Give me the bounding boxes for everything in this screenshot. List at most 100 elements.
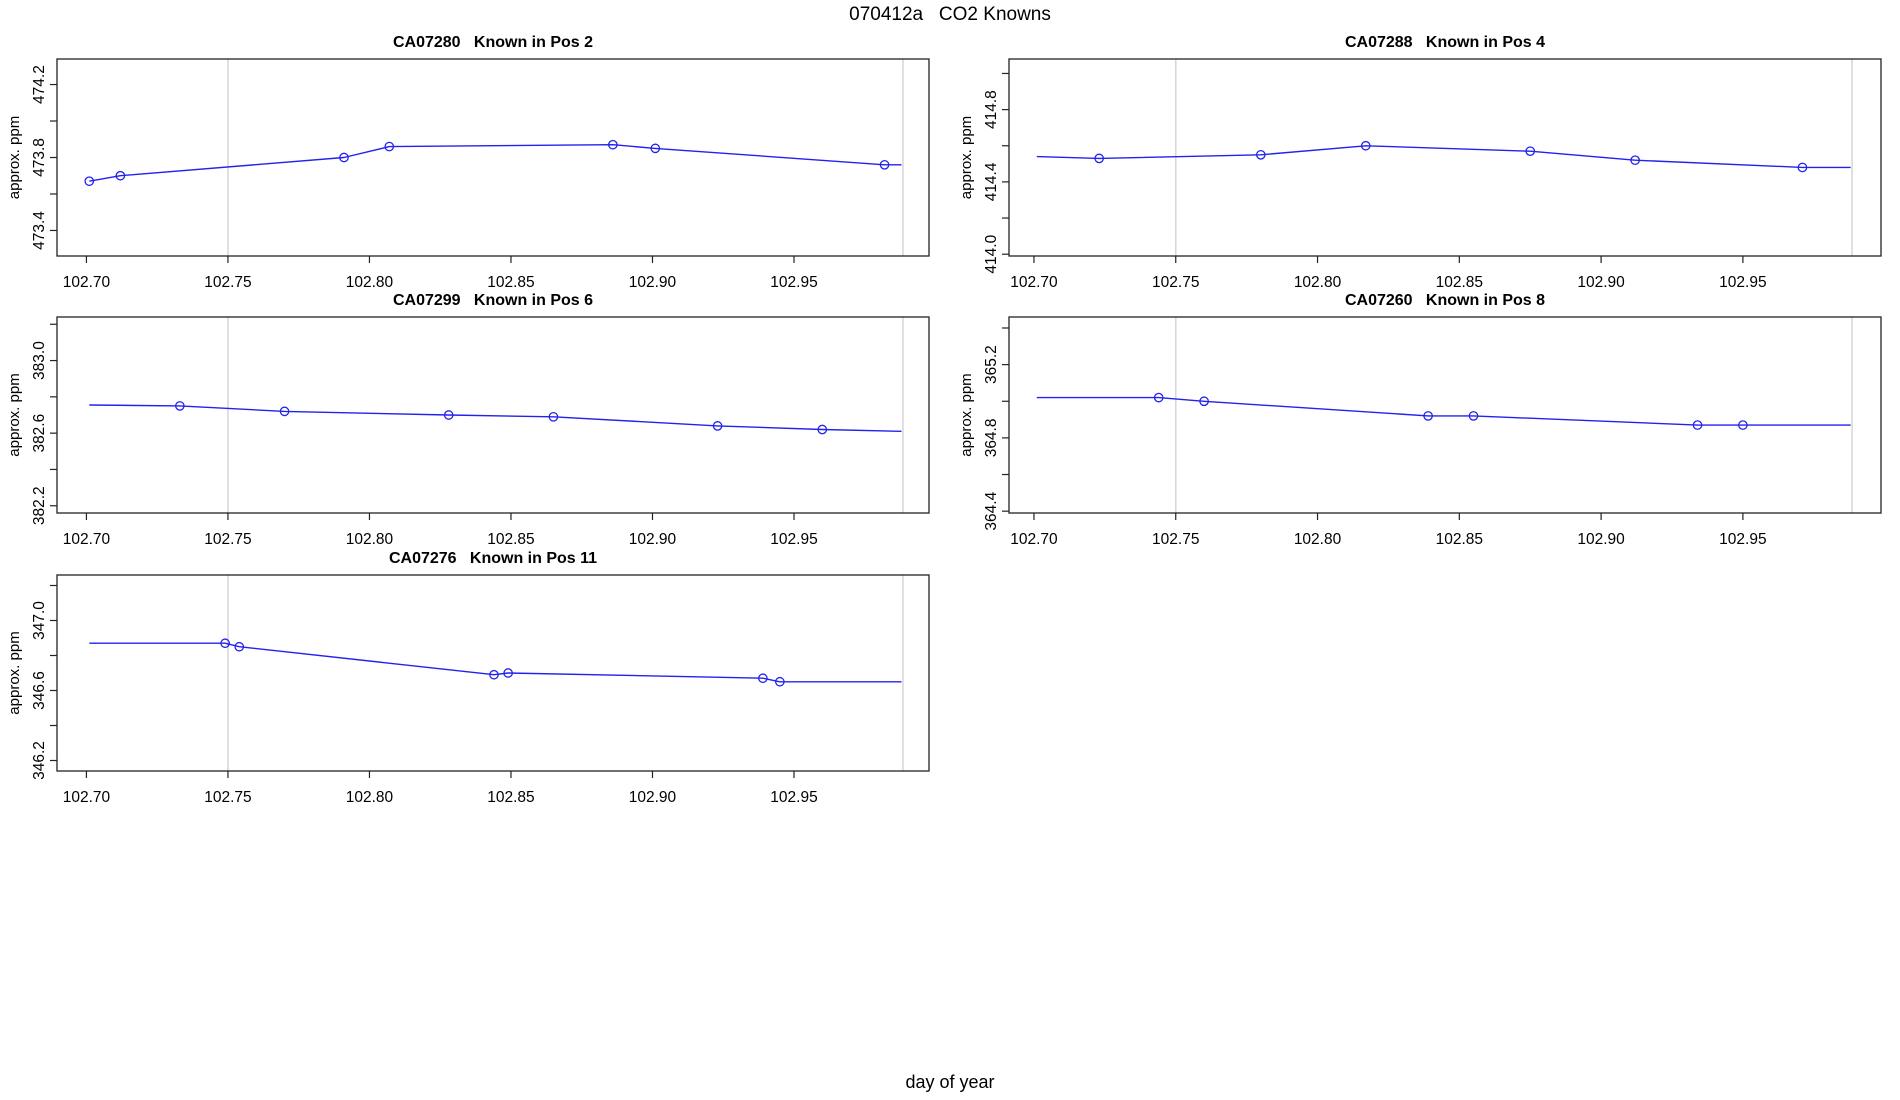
data-point-marker xyxy=(1692,420,1703,430)
x-tick-label: 102.85 xyxy=(1436,531,1483,548)
x-tick-label: 102.75 xyxy=(1152,274,1199,291)
y-axis-title: approx. ppm xyxy=(958,373,975,456)
data-point-marker xyxy=(220,638,230,649)
x-tick-label: 102.75 xyxy=(204,274,251,291)
data-point-marker xyxy=(1797,162,1808,173)
plot-border xyxy=(56,58,930,257)
plot-border xyxy=(56,574,930,772)
plot-panel: 102.70 102.75 102.80 102.85 102.90 102.95 346.… xyxy=(6,550,930,806)
x-tick-label: 102.80 xyxy=(346,274,394,291)
data-point-marker xyxy=(774,676,785,687)
panel-title: CA07299 Known in Pos 6 xyxy=(393,292,593,309)
x-tick-label: 102.90 xyxy=(1577,274,1625,291)
x-tick-label: 102.70 xyxy=(1010,274,1058,291)
y-tick-label: 346.6 xyxy=(31,671,48,710)
x-tick-label: 102.75 xyxy=(204,789,251,806)
x-tick-label: 102.90 xyxy=(629,274,677,291)
x-tick-label: 102.75 xyxy=(204,531,251,548)
data-point-marker xyxy=(548,411,559,422)
y-tick-label: 347.0 xyxy=(31,601,48,640)
y-axis-title: approx. ppm xyxy=(958,116,975,199)
x-tick-label: 102.80 xyxy=(346,531,394,548)
x-tick-label: 102.80 xyxy=(1294,274,1342,291)
data-point-marker xyxy=(1199,396,1209,407)
y-tick-label: 365.2 xyxy=(983,345,1000,384)
x-tick-label: 102.80 xyxy=(346,789,394,806)
x-tick-label: 102.90 xyxy=(629,789,677,806)
x-tick-label: 102.70 xyxy=(63,531,111,548)
data-point-marker xyxy=(758,673,768,684)
data-point-marker xyxy=(384,141,395,152)
y-tick-label: 364.8 xyxy=(983,418,1000,457)
data-point-marker xyxy=(712,421,723,431)
x-tick-label: 102.90 xyxy=(1577,531,1625,548)
y-tick-label: 473.4 xyxy=(31,211,48,250)
x-tick-label: 102.70 xyxy=(63,274,111,291)
plot-border xyxy=(56,316,930,514)
y-axis-title: approx. ppm xyxy=(6,116,23,199)
main-title: 070412a CO2 Knowns xyxy=(849,4,1051,25)
data-point-marker xyxy=(650,143,661,154)
y-tick-label: 414.4 xyxy=(983,162,1000,201)
plot-border xyxy=(1008,58,1882,257)
data-point-marker xyxy=(1738,420,1748,430)
x-tick-label: 102.70 xyxy=(1010,531,1058,548)
y-tick-label: 474.2 xyxy=(31,65,48,104)
data-point-marker xyxy=(1094,153,1105,164)
x-tick-label: 102.95 xyxy=(1719,531,1766,548)
y-tick-label: 414.8 xyxy=(983,90,1000,129)
data-point-marker xyxy=(234,641,245,652)
y-tick-label: 414.0 xyxy=(983,234,1000,273)
data-point-marker xyxy=(443,410,454,420)
data-point-marker xyxy=(503,668,513,678)
plot-panel: 102.70 102.75 102.80 102.85 102.90 102.95 414.… xyxy=(958,34,1882,291)
data-point-marker xyxy=(879,159,890,170)
series-line xyxy=(1036,396,1851,426)
y-axis-title: approx. ppm xyxy=(6,373,23,456)
x-tick-label: 102.75 xyxy=(1152,531,1199,548)
x-tick-label: 102.95 xyxy=(770,531,817,548)
y-tick-label: 383.0 xyxy=(31,341,48,380)
data-point-marker xyxy=(339,152,349,163)
data-point-marker xyxy=(84,176,95,187)
panel-title: CA07276 Known in Pos 11 xyxy=(389,550,597,567)
panel-title: CA07280 Known in Pos 2 xyxy=(393,34,593,51)
y-axis-title: approx. ppm xyxy=(6,631,23,714)
data-point-marker xyxy=(1525,146,1536,157)
x-tick-label: 102.95 xyxy=(1719,274,1766,291)
data-point-marker xyxy=(489,669,499,680)
data-point-marker xyxy=(608,139,618,150)
data-point-marker xyxy=(115,170,126,181)
series-line xyxy=(1036,145,1851,169)
y-tick-label: 382.6 xyxy=(31,414,48,453)
series-line xyxy=(89,143,902,182)
data-point-marker xyxy=(1423,411,1433,421)
x-tick-label: 102.85 xyxy=(1436,274,1483,291)
data-point-marker xyxy=(1468,411,1479,421)
data-point-marker xyxy=(1255,149,1266,160)
x-tick-label: 102.95 xyxy=(770,789,817,806)
plot-panel: 102.70 102.75 102.80 102.85 102.90 102.95 473.… xyxy=(6,34,930,291)
data-point-marker xyxy=(174,401,185,411)
data-point-marker xyxy=(1153,392,1164,403)
series-line xyxy=(89,404,902,432)
panel-title: CA07260 Known in Pos 8 xyxy=(1345,292,1545,309)
y-tick-label: 473.8 xyxy=(31,138,48,177)
x-tick-label: 102.85 xyxy=(487,274,534,291)
data-point-marker xyxy=(817,424,828,435)
x-axis-title: day of year xyxy=(905,1072,995,1092)
series-line xyxy=(89,642,902,683)
x-tick-label: 102.95 xyxy=(770,274,817,291)
y-tick-label: 382.2 xyxy=(31,486,48,525)
x-tick-label: 102.90 xyxy=(629,531,677,548)
x-tick-label: 102.85 xyxy=(487,531,534,548)
y-tick-label: 364.4 xyxy=(983,491,1000,530)
plot-panel: 102.70 102.75 102.80 102.85 102.90 102.95 382.… xyxy=(6,292,930,548)
data-point-marker xyxy=(279,406,290,417)
data-point-marker xyxy=(1360,140,1371,151)
panel-title: CA07288 Known in Pos 4 xyxy=(1345,34,1545,51)
y-tick-label: 346.2 xyxy=(31,741,48,780)
x-tick-label: 102.80 xyxy=(1294,531,1342,548)
